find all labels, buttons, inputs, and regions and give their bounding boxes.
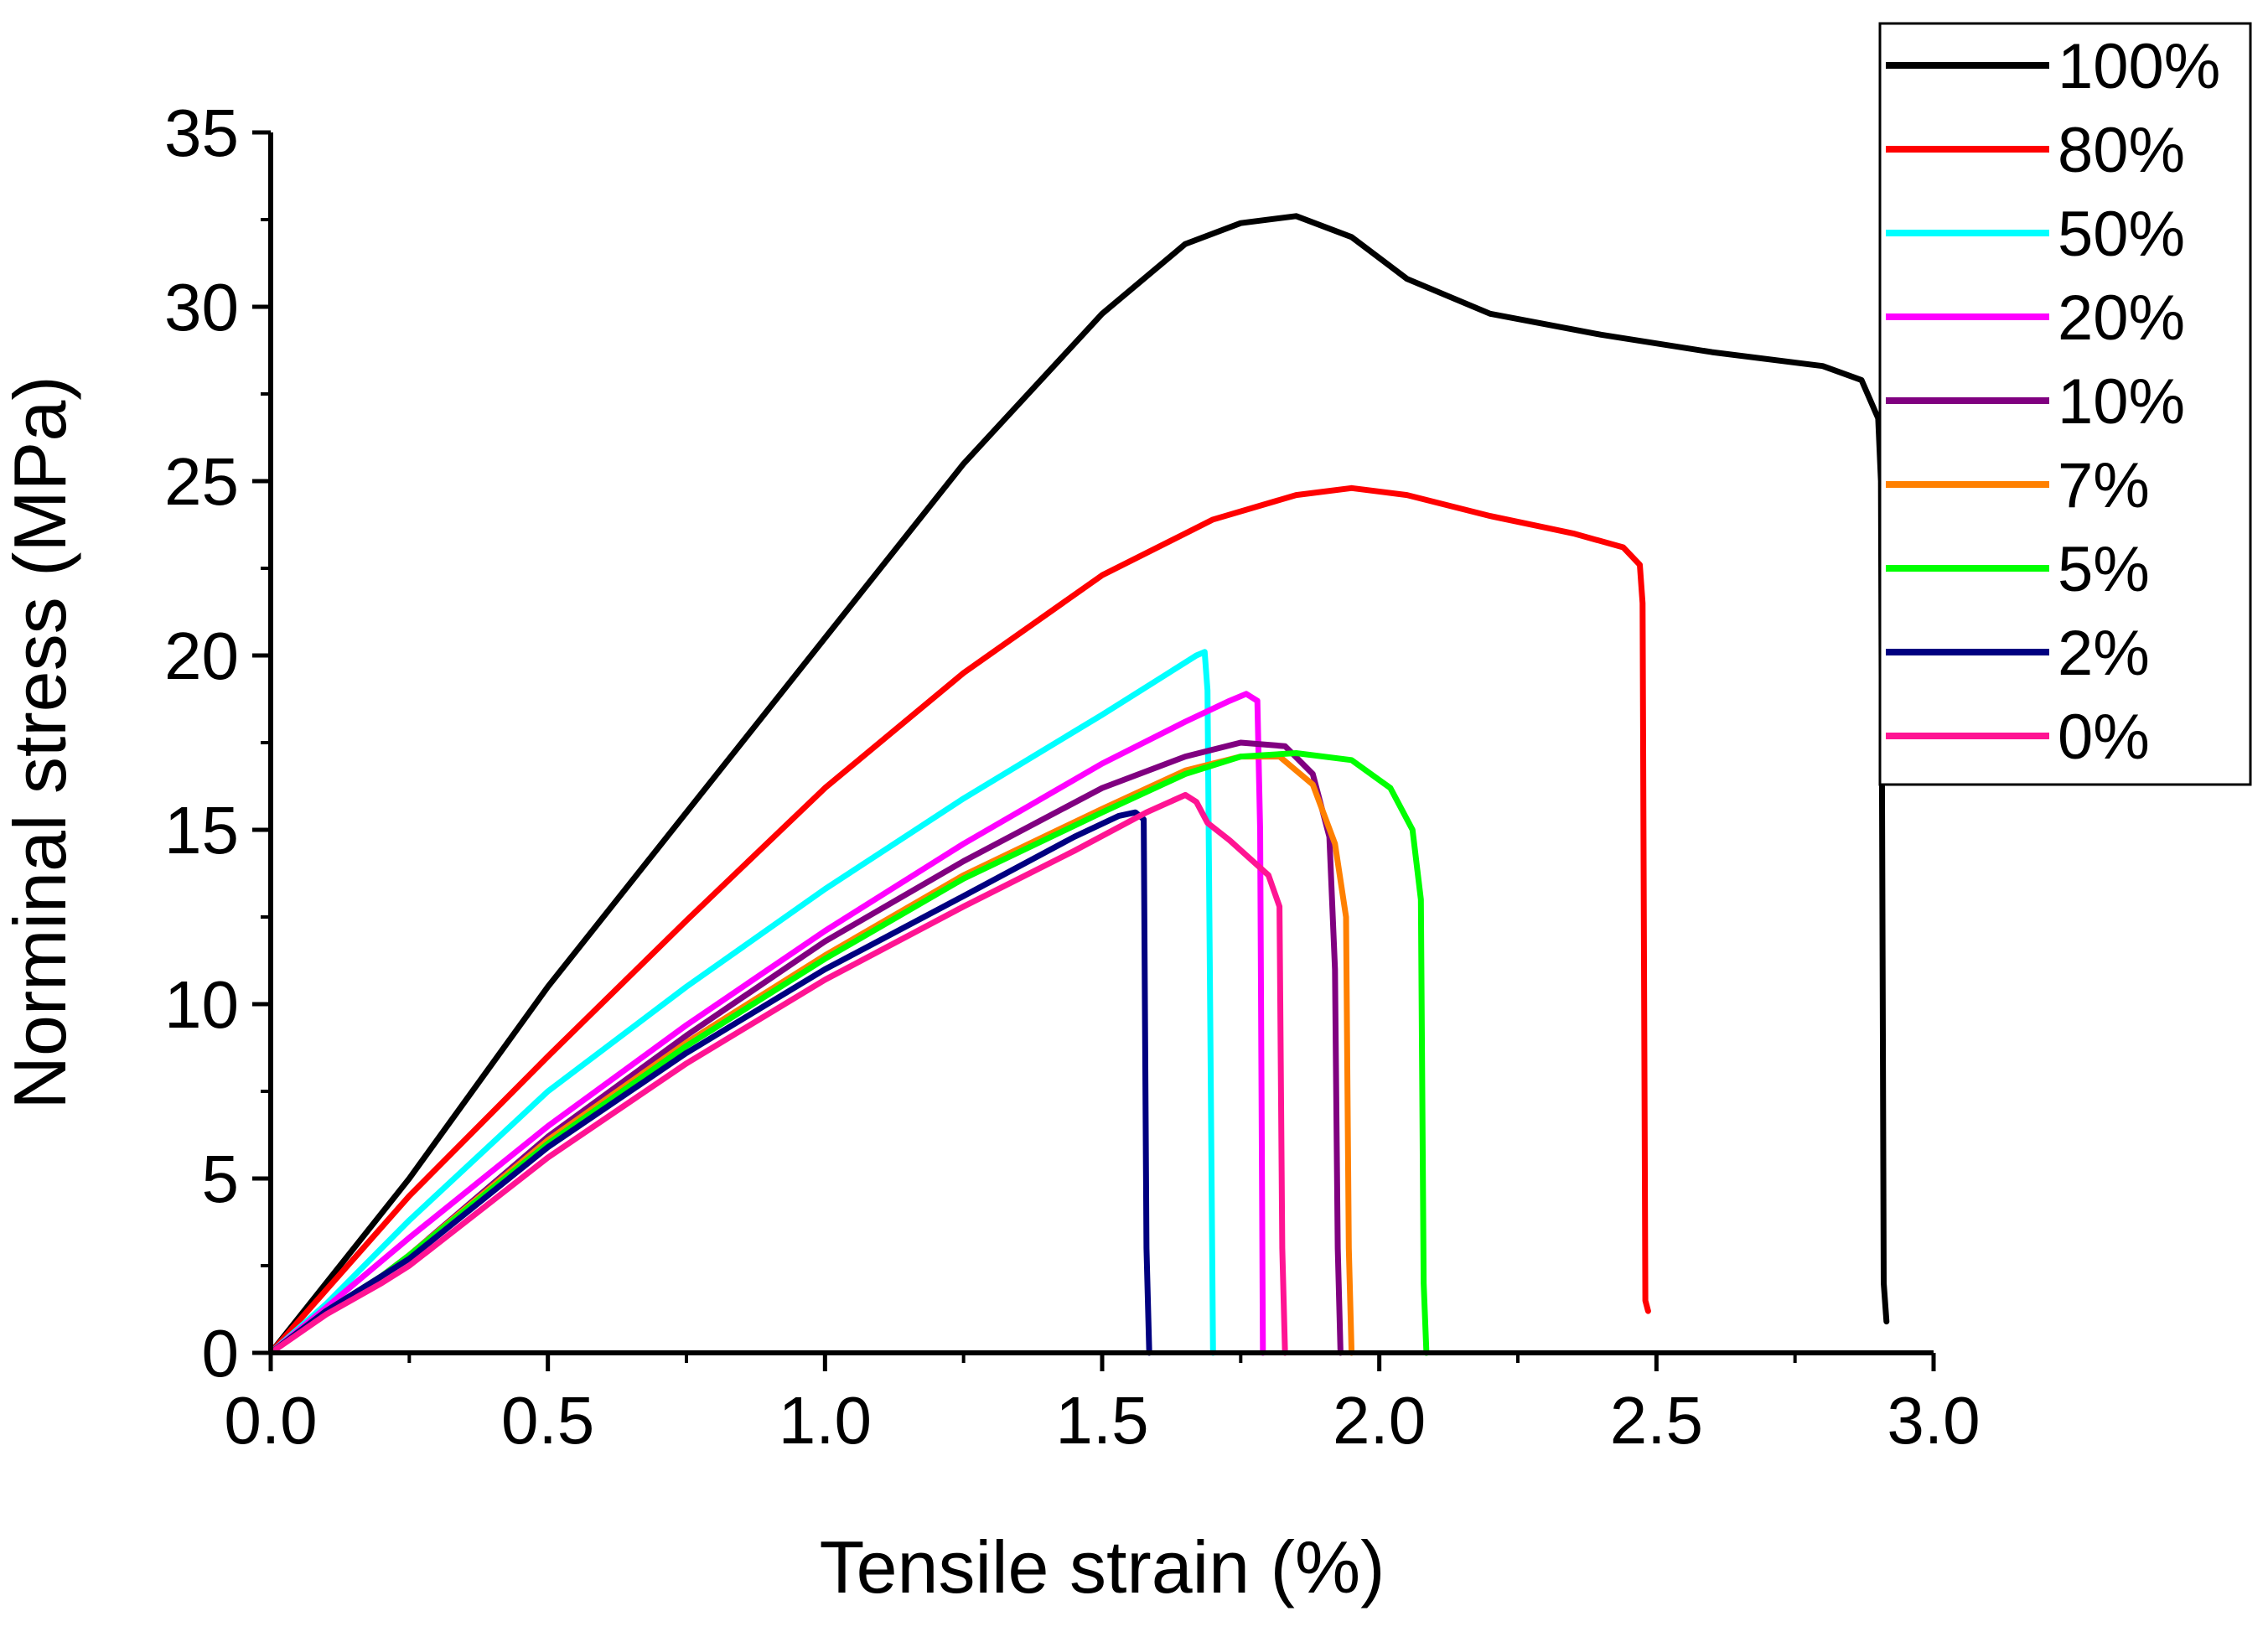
- series-line-2: [267, 649, 1216, 1356]
- series-line-3: [267, 691, 1266, 1356]
- legend-label-7: 2%: [2058, 618, 2150, 689]
- x-ticks: 0.0 0.5 1.0 1.5 2.0 2.5 3.0: [224, 1353, 1981, 1458]
- legend-label-8: 0%: [2058, 702, 2150, 773]
- series-line-1: [267, 484, 1651, 1356]
- series-line-0: [267, 213, 1890, 1356]
- y-tick-label: 0: [202, 1316, 240, 1391]
- y-tick-label: 20: [164, 619, 239, 693]
- y-axis-label: Norminal stress (MPa): [0, 376, 81, 1109]
- legend: 100% 80% 50% 20% 10% 7% 5% 2% 0%: [1878, 22, 2252, 786]
- y-tick-label: 30: [164, 270, 239, 344]
- series-line-7: [267, 809, 1152, 1356]
- legend-label-5: 7%: [2058, 450, 2150, 521]
- y-tick-label: 5: [202, 1142, 240, 1216]
- series-line-8: [267, 791, 1288, 1356]
- y-tick-label: 25: [164, 444, 239, 519]
- x-tick-label: 3.0: [1887, 1383, 1980, 1458]
- legend-label-1: 80%: [2058, 115, 2185, 186]
- x-tick-label: 2.0: [1333, 1383, 1426, 1458]
- legend-label-2: 50%: [2058, 199, 2185, 270]
- x-tick-label: 1.5: [1055, 1383, 1148, 1458]
- legend-label-0: 100%: [2058, 31, 2220, 102]
- y-tick-label: 10: [164, 967, 239, 1042]
- x-tick-label: 1.0: [779, 1383, 872, 1458]
- legend-label-6: 5%: [2058, 534, 2150, 605]
- legend-label-4: 10%: [2058, 366, 2185, 438]
- y-tick-label: 35: [164, 96, 239, 170]
- x-tick-label: 0.5: [501, 1383, 594, 1458]
- y-tick-label: 15: [164, 793, 239, 868]
- legend-label-3: 20%: [2058, 282, 2185, 354]
- y-ticks: 0 5 10 15 20 25 30 35: [164, 96, 271, 1391]
- x-axis-label: Tensile strain (%): [820, 1526, 1385, 1609]
- series-lines: [267, 213, 1890, 1356]
- x-tick-label: 2.5: [1610, 1383, 1703, 1458]
- x-tick-label: 0.0: [224, 1383, 317, 1458]
